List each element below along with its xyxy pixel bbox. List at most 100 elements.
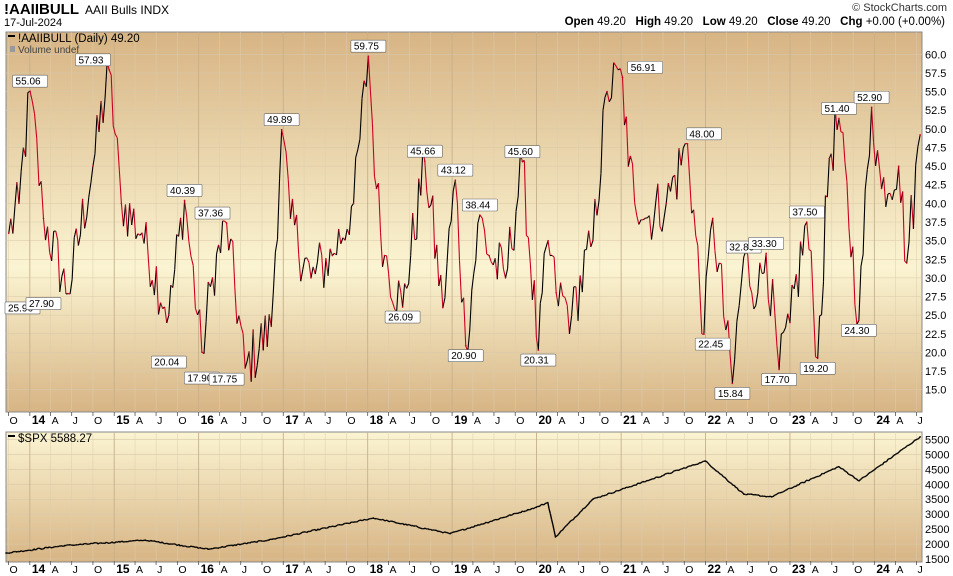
x-tick-label: J: [495, 415, 500, 427]
series-segment: [476, 524, 479, 527]
series-segment: [765, 495, 768, 498]
data-point: [383, 254, 386, 257]
series-segment: [517, 511, 521, 514]
series-segment: [164, 306, 168, 324]
data-point: [310, 277, 312, 279]
series-segment: [653, 477, 656, 480]
x-tick-label: J: [917, 415, 922, 427]
series-segment: [543, 503, 546, 506]
series-segment: [436, 244, 440, 287]
value-callout: 27.90: [29, 299, 54, 310]
x-tick-label: A: [52, 564, 59, 576]
series-segment: [632, 484, 635, 487]
series-segment: [853, 476, 856, 480]
x-tick-label: O: [432, 564, 440, 576]
x-tick-label: O: [178, 415, 186, 427]
x-tick-label: A: [727, 564, 734, 576]
series-segment: [737, 489, 741, 492]
series-segment: [747, 254, 751, 287]
series-segment: [897, 451, 900, 454]
data-point: [372, 517, 375, 519]
series-segment: [714, 250, 718, 272]
data-point: [621, 76, 624, 79]
series-segment: [327, 526, 330, 529]
data-point: [18, 202, 20, 205]
series-segment: [530, 507, 533, 510]
series-segment: [560, 282, 564, 297]
series-segment: [438, 530, 441, 533]
x-tick-label: O: [10, 415, 18, 427]
data-point: [442, 306, 444, 309]
series-segment: [537, 303, 541, 351]
series-segment: [467, 329, 471, 352]
series-segment: [621, 487, 624, 490]
value-callout-box: [263, 113, 300, 126]
series-segment: [577, 275, 581, 321]
series-segment: [911, 441, 914, 444]
data-point: [108, 68, 110, 71]
series-segment: [492, 519, 495, 522]
x-tick-label: A: [389, 564, 396, 576]
x-tick-label: A: [136, 564, 143, 576]
series-segment: [57, 240, 61, 292]
series-segment: [105, 541, 109, 544]
series-segment: [585, 230, 590, 250]
series-segment: [738, 282, 742, 306]
series-segment: [18, 171, 22, 204]
series-segment: [871, 470, 874, 473]
series-segment: [746, 493, 749, 496]
series-segment: [680, 147, 684, 166]
data-point: [141, 232, 143, 234]
series-segment: [128, 540, 131, 543]
chart-header: !AAIIBULL AAII Bulls INDX 17-Jul-2024 © S…: [0, 0, 953, 32]
y-tick-label: 4000: [925, 479, 949, 491]
series-segment: [336, 523, 340, 526]
series-segment: [371, 123, 375, 177]
series-segment: [377, 183, 382, 233]
series-segment: [168, 285, 172, 316]
series-segment: [538, 504, 542, 508]
series-segment: [540, 503, 543, 506]
y-tick-label: 1500: [925, 554, 949, 566]
series-segment: [917, 437, 920, 440]
series-segment: [239, 543, 242, 546]
series-segment: [910, 195, 914, 229]
x-tick-label: A: [389, 415, 396, 427]
data-point: [570, 314, 573, 316]
series-segment: [174, 543, 177, 546]
series-segment: [234, 287, 238, 324]
series-segment: [802, 225, 806, 256]
series-segment: [228, 238, 232, 251]
series-segment: [614, 490, 617, 493]
series-segment: [96, 542, 99, 545]
series-segment: [559, 530, 562, 534]
series-segment: [757, 262, 761, 293]
series-segment: [905, 444, 909, 448]
data-point: [67, 292, 69, 295]
series-segment: [456, 203, 461, 261]
series-segment: [751, 292, 755, 309]
data-point: [454, 179, 457, 181]
series-segment: [563, 526, 566, 529]
series-segment: [55, 230, 59, 241]
series-segment: [108, 69, 112, 76]
value-callout: 24.30: [844, 326, 869, 337]
series-segment: [885, 193, 889, 207]
series-segment: [16, 182, 20, 204]
data-point: [919, 134, 921, 136]
series-segment: [238, 543, 241, 546]
series-segment: [653, 202, 657, 224]
series-segment: [710, 465, 713, 469]
series-segment: [220, 220, 224, 254]
series-segment: [391, 520, 394, 523]
series-segment: [81, 198, 86, 229]
series-segment: [581, 508, 584, 512]
series-segment: [442, 297, 446, 308]
series-segment: [585, 504, 588, 508]
series-segment: [891, 189, 895, 200]
value-callout: 52.90: [857, 93, 882, 104]
data-point: [686, 142, 689, 145]
series-segment: [523, 160, 527, 236]
data-point: [401, 306, 404, 308]
series-segment: [14, 182, 18, 207]
